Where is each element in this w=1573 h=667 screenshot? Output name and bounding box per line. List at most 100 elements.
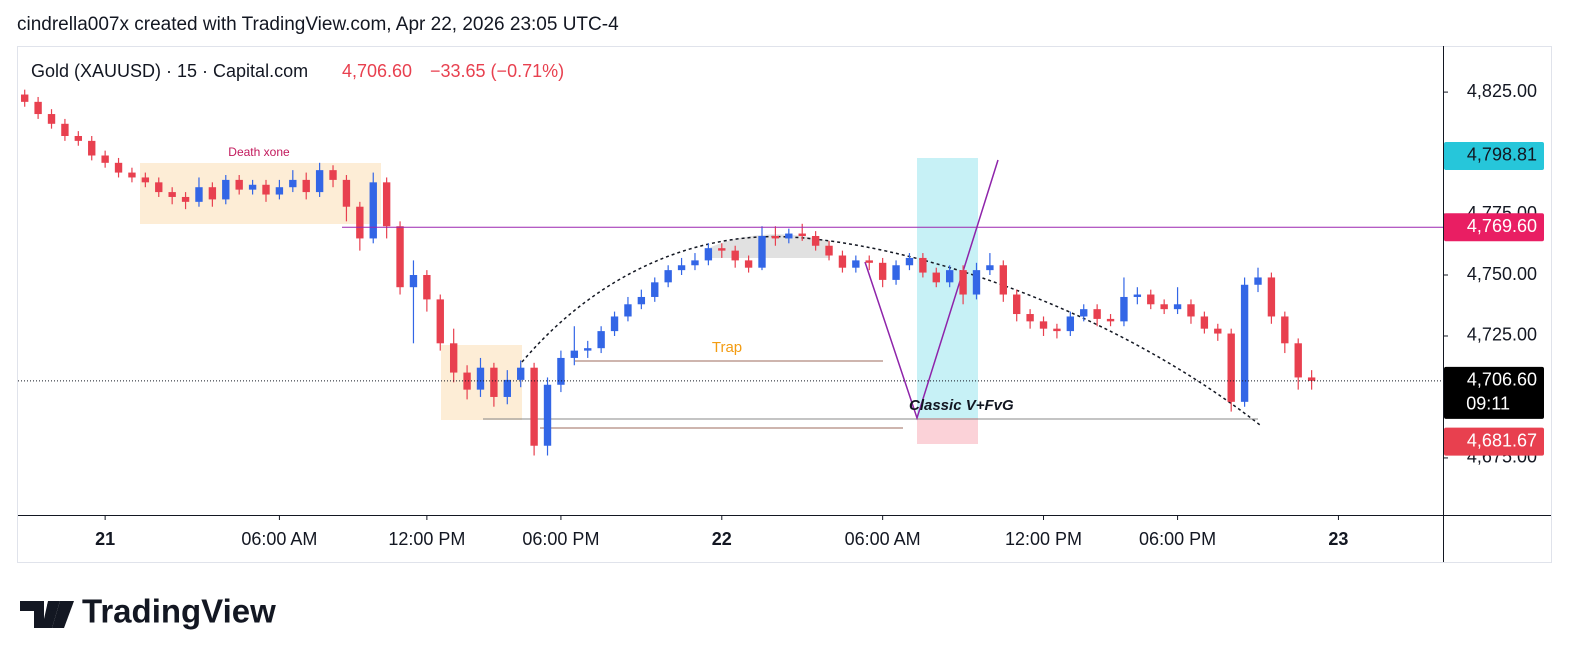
candle-body: [155, 182, 163, 193]
annotation: Trap: [712, 339, 742, 356]
x-tick-label: 06:00 PM: [1139, 529, 1216, 549]
candle-body: [423, 275, 431, 300]
price-marker-label: 4,681.67: [1467, 430, 1537, 450]
candle-body: [1120, 296, 1128, 322]
candle-body: [275, 187, 284, 195]
candle-body: [1080, 309, 1088, 317]
annotation: Classic V+FvG: [909, 397, 1014, 414]
candle-body: [74, 135, 83, 141]
candle-body: [624, 304, 632, 317]
candle-body: [1267, 277, 1276, 317]
candle-body: [677, 265, 686, 271]
candle-body: [47, 114, 56, 124]
candle-body: [1200, 316, 1209, 329]
candle-body: [543, 384, 552, 446]
candle-body: [785, 233, 793, 239]
candle-body: [771, 235, 780, 239]
candle-body: [718, 248, 726, 251]
candle-body: [517, 367, 525, 380]
candle-body: [436, 299, 444, 344]
candle-body: [356, 206, 364, 239]
arc: [521, 235, 1261, 426]
legend-price: 4,706.60: [342, 61, 412, 81]
x-tick-label: 12:00 PM: [1005, 529, 1082, 549]
x-tick-label: 06:00 PM: [522, 529, 599, 549]
candle-body: [1160, 304, 1168, 310]
candle-body: [248, 184, 257, 190]
candle-body: [1013, 294, 1021, 315]
candle-body: [114, 162, 123, 173]
candle-body: [704, 248, 713, 261]
candle-body: [1173, 304, 1182, 310]
candle-body: [342, 179, 351, 207]
candle-body: [34, 101, 42, 115]
zone-box: [140, 163, 381, 224]
candle-body: [369, 182, 377, 239]
candle-body: [811, 235, 820, 246]
candle-body: [731, 250, 739, 261]
candle-body: [449, 343, 458, 373]
price-marker: [1444, 141, 1544, 170]
price-marker-label: 4,769.60: [1467, 216, 1537, 236]
candle-body: [905, 257, 914, 266]
candle-body: [651, 282, 659, 297]
candle-body: [999, 265, 1007, 295]
candle-body: [1053, 328, 1061, 332]
logo: TradingView: [20, 593, 276, 630]
candle-body: [195, 187, 203, 202]
candle-body: [302, 179, 310, 193]
candle-body: [503, 379, 511, 397]
fvg-box: [917, 418, 978, 444]
candle-body: [490, 367, 498, 397]
candle-body: [530, 367, 538, 446]
candle-body: [1227, 333, 1235, 402]
x-tick-label: 06:00 AM: [845, 529, 921, 549]
price-marker: [1444, 213, 1544, 242]
logo-text: TradingView: [82, 593, 276, 630]
price-marker: [1444, 427, 1544, 456]
candle-body: [838, 255, 847, 268]
candle-body: [1147, 294, 1155, 305]
candle-body: [852, 260, 860, 268]
candle-body: [664, 270, 672, 283]
candle-body: [932, 272, 940, 283]
candle-body: [825, 245, 833, 256]
candle-body: [1093, 309, 1101, 319]
y-tick-label: 4,725.00: [1467, 325, 1537, 345]
candle-body: [1106, 318, 1115, 322]
candle-body: [329, 170, 337, 180]
candle-body: [1039, 321, 1048, 329]
candle-body: [382, 182, 391, 227]
candle-body: [168, 192, 176, 197]
header: cindrella007x created with TradingView.c…: [17, 14, 619, 35]
chart-frame: [17, 46, 1552, 563]
countdown: 09:11: [1466, 394, 1510, 414]
candle-body: [986, 265, 994, 271]
candle-body: [691, 260, 699, 266]
candle-body: [235, 179, 243, 190]
candle-body: [101, 155, 109, 163]
candle-body: [128, 172, 136, 178]
annotation: Death xone: [228, 145, 290, 159]
candle-body: [865, 260, 873, 263]
price-marker-label: 4,798.81: [1467, 145, 1537, 165]
candle-body: [1133, 294, 1142, 297]
candle-body: [744, 260, 753, 268]
candle-body: [476, 367, 485, 390]
price-marker: [1444, 366, 1544, 419]
legend-title: Gold (XAUUSD) · 15 · Capital.com: [31, 61, 308, 81]
logo-icon: [47, 601, 57, 611]
x-tick-label: 22: [712, 529, 732, 549]
candle-body: [972, 270, 981, 295]
candle-body: [141, 177, 150, 183]
candle-body: [396, 226, 404, 288]
candle-body: [919, 257, 927, 273]
candle-body: [878, 262, 887, 280]
candle-body: [1307, 377, 1316, 381]
logo-icon: [52, 601, 74, 628]
candle-body: [570, 350, 579, 358]
legend-change: −33.65 (−0.71%): [430, 61, 564, 81]
candle-body: [463, 372, 471, 390]
x-tick-label: 21: [95, 529, 115, 549]
candle-body: [1294, 343, 1302, 378]
